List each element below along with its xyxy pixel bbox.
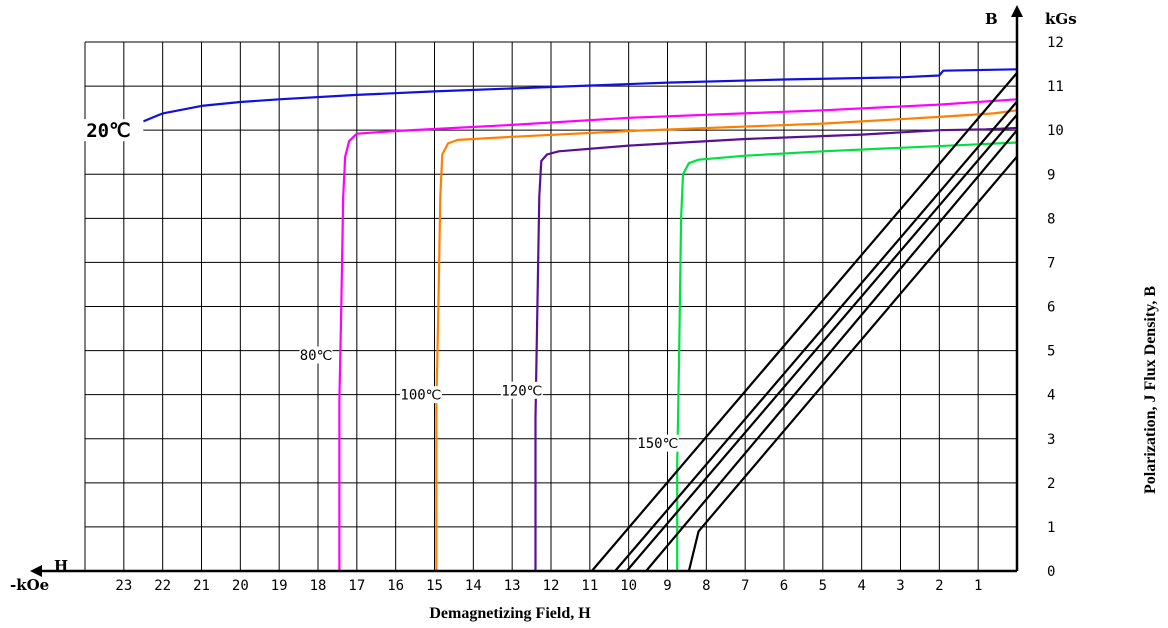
y-axis-arrow-icon xyxy=(1011,5,1023,17)
curve-100- xyxy=(435,109,1018,571)
y-tick-label: 10 xyxy=(1047,123,1064,139)
x-tick-label: 13 xyxy=(504,578,521,594)
x-tick-label: 22 xyxy=(154,578,171,594)
axes xyxy=(38,12,1019,573)
curve-label: 80℃ xyxy=(300,348,333,364)
curve-b-load-3 xyxy=(625,113,1018,572)
y-tick-label: 12 xyxy=(1047,35,1064,51)
curve-label: 20℃ xyxy=(86,120,130,142)
x-tick-label: 7 xyxy=(741,578,749,594)
x-tick-label: 17 xyxy=(348,578,365,594)
curve-label: 100℃ xyxy=(400,388,441,404)
curve-b-load-1 xyxy=(590,72,1018,572)
y-axis-symbol: B xyxy=(985,10,998,28)
x-tick-label: 3 xyxy=(896,578,904,594)
x-axis-symbol: H xyxy=(54,557,68,575)
curve-label: 150℃ xyxy=(637,436,678,452)
curve-b-load-5 xyxy=(687,155,1018,572)
curve-b-load-2 xyxy=(614,100,1018,572)
label-background xyxy=(500,381,543,399)
x-tick-label: 12 xyxy=(543,578,560,594)
x-tick-label: 5 xyxy=(819,578,827,594)
x-tick-label: 14 xyxy=(465,578,482,594)
x-tick-label: 2 xyxy=(935,578,943,594)
y-axis-title: Polarization, J Flux Density, B xyxy=(1142,286,1159,494)
x-tick-label: 15 xyxy=(426,578,443,594)
x-tick-label: 10 xyxy=(620,578,637,594)
x-tick-label: 18 xyxy=(310,578,327,594)
x-tick-label: 23 xyxy=(115,578,132,594)
x-tick-label: 4 xyxy=(857,578,865,594)
label-background xyxy=(73,119,144,142)
y-tick-label: 7 xyxy=(1047,255,1055,271)
x-tick-label: 21 xyxy=(193,578,210,594)
y-tick-label: 0 xyxy=(1047,564,1055,580)
x-tick-label: 11 xyxy=(581,578,598,594)
curve-120- xyxy=(534,126,1018,571)
label-background xyxy=(399,386,442,404)
curve-150- xyxy=(676,141,1018,571)
y-tick-label: 11 xyxy=(1047,79,1064,95)
curve-20- xyxy=(142,68,1018,123)
curves xyxy=(142,68,1018,572)
curve-labels: 20℃ 80℃ 100℃ 120℃ 150℃ xyxy=(73,119,679,452)
curve-b-load-4 xyxy=(645,129,1018,572)
grid xyxy=(84,41,1018,572)
y-tick-label: 4 xyxy=(1047,388,1055,404)
x-tick-labels: 23 22 21 20 19 18 17 16 15 14 13 12 11 10 9 8 7 6 5 4 3 2 1 xyxy=(115,578,982,594)
y-tick-label: 8 xyxy=(1047,211,1055,227)
label-background xyxy=(636,434,679,452)
x-tick-label: 20 xyxy=(232,578,249,594)
curve-80- xyxy=(338,98,1018,571)
x-tick-label: 1 xyxy=(974,578,982,594)
y-tick-label: 5 xyxy=(1047,344,1055,360)
y-axis-unit: kGs xyxy=(1045,10,1077,28)
x-tick-label: 6 xyxy=(780,578,788,594)
x-axis-title: Demagnetizing Field, H xyxy=(429,605,591,622)
x-tick-label: 19 xyxy=(271,578,288,594)
y-tick-label: 9 xyxy=(1047,167,1055,183)
x-axis-unit: -kOe xyxy=(10,576,49,594)
y-tick-label: 3 xyxy=(1047,432,1055,448)
x-axis-arrow-icon xyxy=(30,565,42,577)
curve-label: 120℃ xyxy=(501,383,542,399)
x-tick-label: 16 xyxy=(387,578,404,594)
label-background xyxy=(299,346,333,364)
y-tick-label: 6 xyxy=(1047,300,1055,316)
x-tick-label: 8 xyxy=(702,578,710,594)
y-tick-label: 1 xyxy=(1047,520,1055,536)
x-tick-label: 9 xyxy=(663,578,671,594)
y-tick-label: 2 xyxy=(1047,476,1055,492)
